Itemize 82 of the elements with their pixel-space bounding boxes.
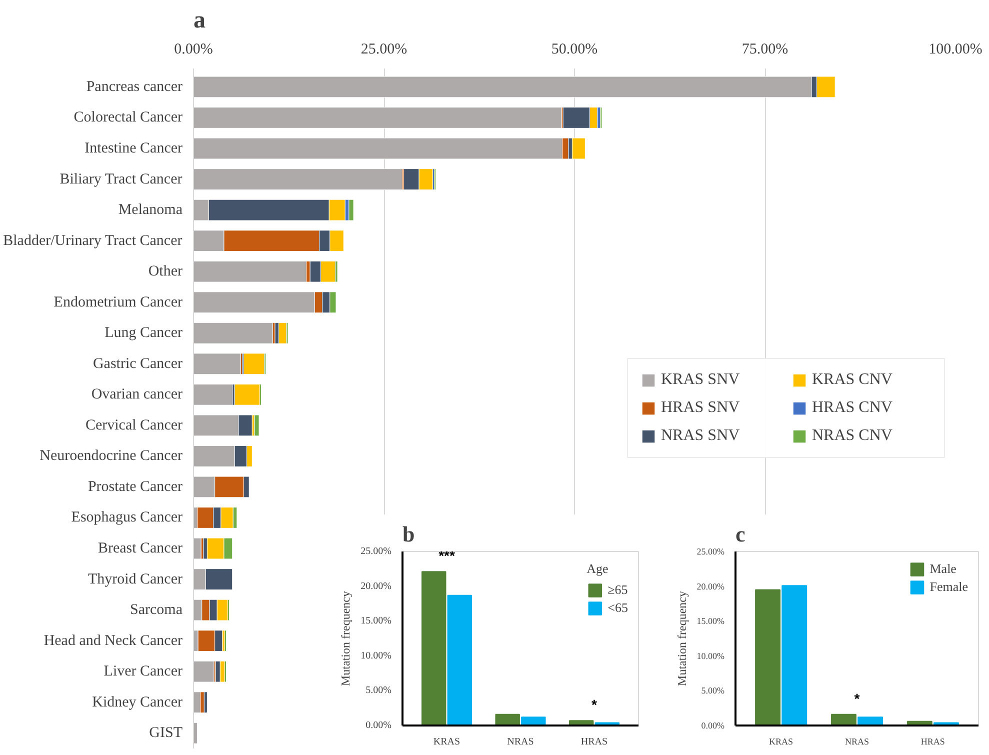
bar bbox=[254, 414, 260, 436]
bar bbox=[194, 322, 273, 344]
y-tick-label: Neuroendocrine Cancer bbox=[40, 448, 183, 464]
bar bbox=[495, 714, 520, 726]
bar bbox=[278, 322, 287, 344]
x-tick-label: 100.00% bbox=[928, 42, 982, 58]
legend-label: NRAS CNV bbox=[812, 427, 894, 445]
y-tick-label: Intestine Cancer bbox=[84, 140, 183, 156]
y-tick-label: 15.00% bbox=[696, 616, 726, 626]
y-tick-label: Sarcoma bbox=[130, 602, 183, 618]
x-tick-label: HRAS bbox=[920, 736, 945, 746]
y-tick-label: Ovarian cancer bbox=[91, 386, 183, 403]
bar bbox=[447, 594, 472, 726]
y-tick-label: Other bbox=[148, 264, 183, 280]
y-tick-label: 25.00% bbox=[360, 546, 392, 557]
y-tick-label: Biliary Tract Cancer bbox=[60, 171, 182, 188]
x-tick-label: NRAS bbox=[844, 736, 870, 746]
bar bbox=[194, 384, 233, 406]
x-tick-label: KRAS bbox=[769, 736, 794, 746]
bar bbox=[194, 260, 307, 282]
y-tick-label: 5.00% bbox=[701, 686, 726, 696]
legend-label: Female bbox=[930, 579, 968, 595]
bar bbox=[830, 714, 856, 726]
bar bbox=[348, 199, 354, 221]
legend-label: HRAS SNV bbox=[661, 399, 741, 417]
y-tick-label: Esophagus Cancer bbox=[71, 510, 183, 526]
y-tick-label: Liver Cancer bbox=[104, 664, 183, 680]
x-tick-label: 50.00% bbox=[551, 42, 598, 58]
bar bbox=[204, 692, 208, 714]
y-tick-label: Lung Cancer bbox=[104, 325, 183, 342]
y-tick-label: 5.00% bbox=[366, 685, 392, 696]
x-tick-label: 0.00% bbox=[174, 42, 213, 58]
y-tick-label: Kidney Cancer bbox=[92, 694, 183, 710]
annotation: * bbox=[592, 696, 598, 713]
bar bbox=[194, 353, 241, 375]
y-axis-title: Mutation frequency bbox=[338, 591, 353, 686]
x-tick-label: NRAS bbox=[507, 736, 534, 748]
bar bbox=[244, 353, 265, 375]
y-tick-label: Melanoma bbox=[118, 202, 183, 218]
y-axis-title: Mutation frequency bbox=[674, 591, 689, 686]
legend-label: KRAS SNV bbox=[661, 371, 741, 389]
y-tick-label: GIST bbox=[149, 725, 183, 742]
y-tick-label: 10.00% bbox=[360, 650, 392, 662]
y-tick-label: Breast Cancer bbox=[98, 540, 183, 556]
legend-label: Male bbox=[930, 561, 956, 577]
annotation: * bbox=[854, 690, 860, 706]
legend-label: ≥65 bbox=[608, 582, 628, 598]
y-tick-label: Pancreas cancer bbox=[86, 78, 183, 95]
bar bbox=[858, 716, 884, 726]
y-tick-label: 0.00% bbox=[701, 720, 726, 730]
legend-label: NRAS SNV bbox=[661, 427, 741, 445]
y-tick-label: Endometrium Cancer bbox=[54, 294, 183, 310]
y-tick-label: Head and Neck Cancer bbox=[44, 632, 183, 649]
bar bbox=[194, 538, 202, 560]
bar bbox=[521, 716, 546, 726]
y-tick-label: Cervical Cancer bbox=[85, 417, 183, 434]
y-tick-label: 0.00% bbox=[366, 720, 392, 731]
y-tick-label: Thyroid Cancer bbox=[88, 571, 183, 588]
y-tick-label: 20.00% bbox=[360, 580, 392, 592]
y-tick-label: Colorectal Cancer bbox=[74, 110, 183, 126]
legend-label: <65 bbox=[608, 600, 628, 616]
y-tick-label: 25.00% bbox=[696, 546, 726, 556]
bar bbox=[572, 138, 586, 160]
chart-title: a bbox=[194, 8, 206, 34]
y-tick-label: Gastric Cancer bbox=[92, 356, 183, 372]
y-tick-label: Bladder/Urinary Tract Cancer bbox=[3, 232, 182, 249]
legend-title: Age bbox=[586, 561, 610, 577]
x-tick-label: HRAS bbox=[580, 736, 608, 748]
legend-label: KRAS CNV bbox=[812, 371, 894, 389]
chart-title: b bbox=[402, 522, 415, 546]
bar bbox=[782, 585, 808, 726]
x-tick-label: 75.00% bbox=[742, 42, 788, 58]
bar bbox=[421, 571, 446, 726]
y-tick-label: 15.00% bbox=[360, 616, 392, 627]
x-tick-label: KRAS bbox=[433, 736, 460, 748]
chart-title: c bbox=[736, 522, 746, 546]
y-tick-label: Prostate Cancer bbox=[88, 478, 183, 495]
bar bbox=[234, 384, 260, 406]
legend-label: HRAS CNV bbox=[812, 399, 894, 417]
y-tick-label: 20.00% bbox=[696, 581, 726, 592]
y-tick-label: 10.00% bbox=[696, 650, 726, 661]
bar bbox=[755, 589, 780, 726]
